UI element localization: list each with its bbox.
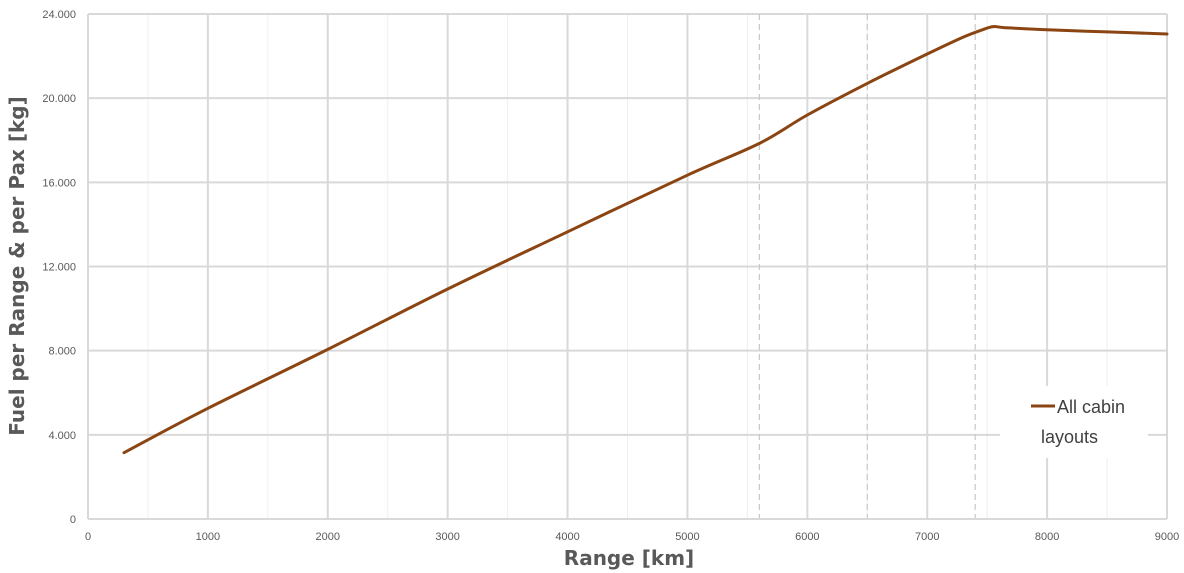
y-tick-label: 20.000 [42,93,76,105]
tick-labels: 0 1000 2000 3000 4000 5000 6000 7000 8000 9000 0 4.… [42,9,1179,543]
y-tick-label: 24.000 [42,9,76,21]
x-tick-label: 0 [85,531,91,543]
series-line [122,25,1169,455]
x-tick-label: 5000 [675,531,699,543]
x-tick-label: 9000 [1155,531,1179,543]
axes [87,14,1167,520]
legend-label-line-1: All cabin [1057,397,1125,417]
x-tick-label: 4000 [555,531,579,543]
x-tick-label: 2000 [316,531,340,543]
y-axis-title: Fuel per Range & per Pax [kg] [5,96,29,435]
reference-lines [758,14,976,519]
y-tick-label: 0 [70,514,76,526]
x-axis-title: Range [km] [564,546,694,570]
grid-lines [88,13,1168,519]
x-tick-label: 8000 [1035,531,1059,543]
x-tick-label: 6000 [795,531,819,543]
x-tick-label: 3000 [435,531,459,543]
x-tick-label: 1000 [196,531,220,543]
legend-box [1000,386,1148,458]
y-tick-label: 16.000 [42,177,76,189]
legend-label-line-2: layouts [1041,427,1098,447]
y-tick-label: 12.000 [42,262,76,274]
series-lines [122,25,1169,455]
y-tick-label: 8.000 [48,346,76,358]
y-tick-label: 4.000 [48,430,76,442]
legend: All cabin layouts [1000,386,1148,458]
x-tick-label: 7000 [915,531,939,543]
